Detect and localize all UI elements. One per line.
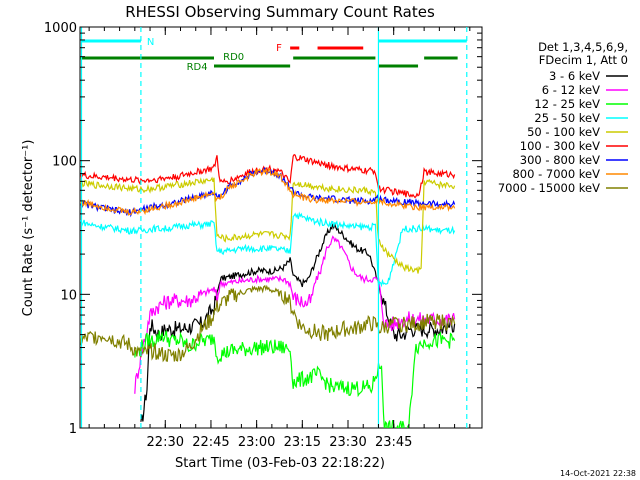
legend-header-line-1: Det 1,3,4,5,6,9, <box>538 40 628 54</box>
legend-label: 25 - 50 keV <box>534 111 600 125</box>
timestamp: 14-Oct-2021 22:38 <box>560 469 636 478</box>
y-tick-label: 10 <box>60 288 77 303</box>
plot-frame <box>79 26 483 429</box>
flare-label: F <box>276 43 282 54</box>
x-axis-label: Start Time (03-Feb-03 22:18:22) <box>175 456 385 471</box>
series-line <box>80 167 456 216</box>
chart-title: RHESSI Observing Summary Count Rates <box>125 3 435 21</box>
night-label: N <box>147 37 154 48</box>
series-line <box>80 211 456 288</box>
y-axis-label: Count Rate (s⁻¹ detector⁻¹) <box>21 140 36 317</box>
rd4-label: RD4 <box>187 62 208 73</box>
legend-label: 3 - 6 keV <box>549 69 600 83</box>
legend-label: 800 - 7000 keV <box>512 167 600 181</box>
series-line <box>134 330 456 428</box>
y-tick-label: 1000 <box>44 21 77 36</box>
series-line <box>80 153 456 199</box>
legend-label: 7000 - 15000 keV <box>498 181 600 195</box>
legend-label: 100 - 300 keV <box>520 139 600 153</box>
series-line <box>140 222 456 422</box>
rd0-label: RD0 <box>223 52 244 63</box>
y-tick-label: 100 <box>52 155 77 170</box>
x-tick-label: 22:30 <box>147 435 184 450</box>
series-line <box>134 235 456 394</box>
x-tick-label: 23:15 <box>284 435 321 450</box>
y-tick-label: 1 <box>69 422 77 437</box>
legend-label: 300 - 800 keV <box>520 153 600 167</box>
legend-label: 50 - 100 keV <box>527 125 600 139</box>
x-tick-label: 23:00 <box>238 435 275 450</box>
series-line <box>80 176 456 274</box>
x-tick-label: 22:45 <box>192 435 229 450</box>
legend-label: 6 - 12 keV <box>542 83 600 97</box>
legend-label: 12 - 25 keV <box>534 97 600 111</box>
x-tick-label: 23:30 <box>329 435 366 450</box>
legend-header-line-2: FDecim 1, Att 0 <box>539 53 628 67</box>
series-line <box>80 284 456 363</box>
x-tick-label: 23:45 <box>375 435 412 450</box>
